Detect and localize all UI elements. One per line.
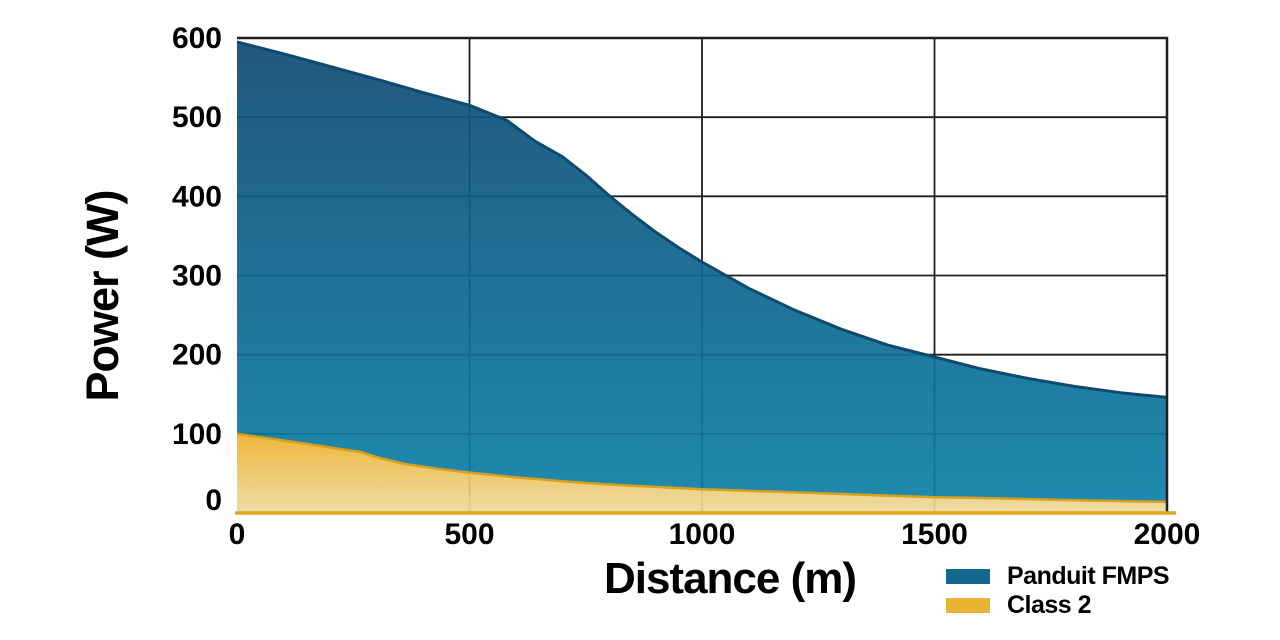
series-line-class-2 bbox=[236, 432, 1168, 504]
series-line-panduit-fmps bbox=[236, 40, 1168, 399]
y-tick-label: 200 bbox=[172, 339, 222, 372]
legend-item-panduit-fmps: Panduit FMPS bbox=[946, 564, 1170, 589]
legend-label-panduit-fmps: Panduit FMPS bbox=[1007, 562, 1170, 590]
y-tick-label: 300 bbox=[172, 260, 222, 293]
x-tick-label: 1000 bbox=[669, 518, 736, 551]
y-tick-label: 500 bbox=[172, 101, 222, 134]
series-area-panduit-fmps bbox=[237, 42, 1167, 502]
y-tick-label: 100 bbox=[172, 418, 222, 451]
y-tick-label: 0 bbox=[205, 484, 222, 517]
x-axis-title: Distance (m) bbox=[603, 554, 857, 603]
legend-label-class-2: Class 2 bbox=[1007, 591, 1092, 619]
y-tick-label: 400 bbox=[172, 180, 222, 213]
y-tick-label: 600 bbox=[172, 22, 222, 55]
x-tick-label: 1500 bbox=[901, 518, 968, 551]
y-axis-title: Power (W) bbox=[77, 190, 128, 402]
x-axis-tick-labels: 0 500 1000 1500 2000 bbox=[229, 518, 1201, 551]
y-axis-tick-labels: 0 100 200 300 400 500 600 bbox=[172, 22, 222, 517]
legend-swatch-panduit-fmps bbox=[946, 569, 990, 584]
legend-item-class-2: Class 2 bbox=[946, 593, 1169, 618]
legend-swatch-class-2 bbox=[946, 598, 990, 613]
series-area-class-2 bbox=[237, 433, 1167, 513]
plot-border bbox=[237, 36, 1169, 513]
x-tick-label: 0 bbox=[229, 518, 246, 551]
legend: Panduit FMPS Class 2 bbox=[946, 564, 1170, 627]
x-tick-label: 500 bbox=[444, 518, 494, 551]
x-tick-label: 2000 bbox=[1134, 518, 1201, 551]
